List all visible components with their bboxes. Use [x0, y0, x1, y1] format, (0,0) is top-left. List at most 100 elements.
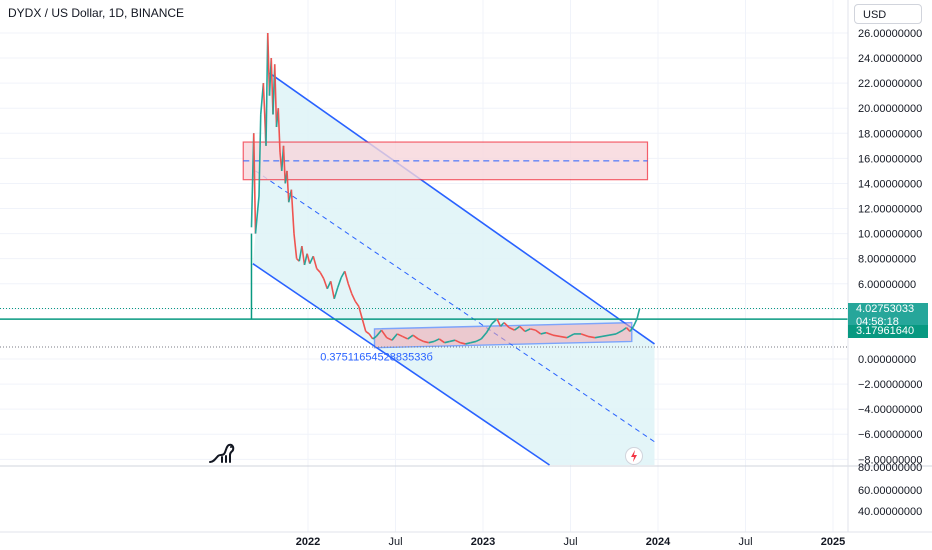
- y-tick-label: −6.00000000: [858, 429, 923, 441]
- y-tick-label: 24.00000000: [858, 53, 922, 65]
- price-segment: [417, 338, 424, 343]
- price-segment: [438, 338, 445, 344]
- last-price: 4.02753033: [856, 303, 915, 315]
- price-segment: [433, 338, 440, 343]
- y-tick-label: 6.00000000: [858, 279, 916, 291]
- price-segment: [545, 331, 554, 336]
- price-segment: [309, 255, 314, 265]
- price-segment: [282, 145, 287, 184]
- price-segment: [470, 340, 477, 344]
- price-segment: [340, 270, 346, 278]
- y-tick-label-lower: 60.00000000: [858, 485, 922, 497]
- price-segment: [552, 334, 561, 338]
- price-segment: [580, 333, 589, 338]
- price-segment: [329, 281, 336, 299]
- consolidation-channel: [373, 321, 633, 349]
- y-tick-label: 16.00000000: [858, 153, 922, 165]
- price-segment: [316, 268, 321, 274]
- x-tick-label: 2024: [646, 536, 671, 548]
- price-segment: [322, 278, 329, 290]
- price-segment: [625, 327, 631, 332]
- price-series: [250, 32, 641, 345]
- y-tick-label: −4.00000000: [858, 404, 923, 416]
- level-price-tag: 3.17961640: [848, 325, 928, 338]
- price-segment: [423, 340, 429, 344]
- price-segment: [290, 189, 295, 234]
- price-segment: [503, 322, 510, 329]
- price-segment: [306, 253, 311, 264]
- price-segment: [460, 341, 466, 345]
- price-segment: [407, 334, 414, 340]
- y-tick-label: 22.00000000: [858, 78, 922, 90]
- channel-lower-line: [252, 263, 550, 466]
- x-tick-label: Jul: [388, 536, 402, 548]
- x-tick-label: Jul: [563, 536, 577, 548]
- price-segment: [519, 325, 526, 332]
- price-segment: [273, 64, 278, 128]
- price-segment: [386, 336, 393, 341]
- price-segment: [594, 335, 603, 339]
- y-tick-label: 10.00000000: [858, 229, 922, 241]
- y-tick-label: 0.00000000: [858, 354, 916, 366]
- price-segment: [530, 328, 536, 331]
- channel-fill: [252, 73, 655, 465]
- price-segment: [303, 253, 308, 266]
- price-segment: [293, 233, 298, 259]
- price-segment: [380, 329, 388, 339]
- low-annotation: 0.3751165452883533б: [320, 351, 433, 363]
- price-segment: [480, 332, 488, 340]
- price-segment: [301, 246, 306, 266]
- price-segment: [622, 326, 627, 331]
- currency-select[interactable]: USD: [854, 4, 922, 24]
- y-tick-label: −2.00000000: [858, 379, 923, 391]
- price-segment: [277, 108, 281, 153]
- price-segment: [254, 195, 260, 234]
- y-tick-label: 14.00000000: [858, 178, 922, 190]
- x-tick-label: 2025: [821, 536, 845, 548]
- y-tick-label: 8.00000000: [858, 254, 916, 266]
- y-tick-label: 12.00000000: [858, 204, 922, 216]
- price-segment: [357, 306, 364, 320]
- price-segment: [587, 335, 596, 339]
- price-segment: [336, 277, 343, 288]
- drawings: 0.3751165452883533б: [0, 72, 848, 466]
- price-segment: [402, 335, 409, 340]
- x-tick-label: 2022: [296, 536, 320, 548]
- price-segment: [319, 272, 325, 280]
- y-tick-label-lower: 40.00000000: [858, 506, 922, 518]
- price-segment: [524, 328, 531, 333]
- price-segment: [252, 133, 257, 234]
- y-tick-label: −8.00000000: [858, 454, 923, 466]
- price-segment: [508, 326, 515, 331]
- price-segment: [326, 280, 332, 290]
- price-segment: [347, 283, 353, 295]
- price-segment: [412, 334, 419, 340]
- price-segment: [444, 340, 450, 344]
- price-segment: [608, 333, 617, 336]
- price-segment: [485, 323, 493, 334]
- price-segment: [396, 333, 403, 338]
- price-segment: [465, 341, 471, 345]
- price-segment: [333, 287, 339, 300]
- channel-upper-line: [269, 72, 655, 345]
- price-segment: [265, 32, 269, 146]
- y-tick-label: 18.00000000: [858, 128, 922, 140]
- x-tick-label: Jul: [738, 536, 752, 548]
- flash-icon[interactable]: [624, 446, 644, 471]
- price-segment: [632, 318, 638, 327]
- price-segment: [491, 318, 498, 325]
- y-tick-label-lower: 80.00000000: [858, 462, 922, 474]
- price-segment: [475, 338, 482, 343]
- price-segment: [361, 318, 367, 332]
- price-segment: [351, 293, 356, 302]
- price-segment: [449, 339, 456, 343]
- price-segment: [428, 340, 435, 344]
- price-segment: [391, 333, 398, 341]
- price-segment: [372, 335, 377, 340]
- price-segment: [454, 339, 461, 344]
- tradingview-logo-icon[interactable]: [208, 442, 238, 471]
- price-segment: [540, 331, 547, 335]
- price-segment: [258, 114, 262, 196]
